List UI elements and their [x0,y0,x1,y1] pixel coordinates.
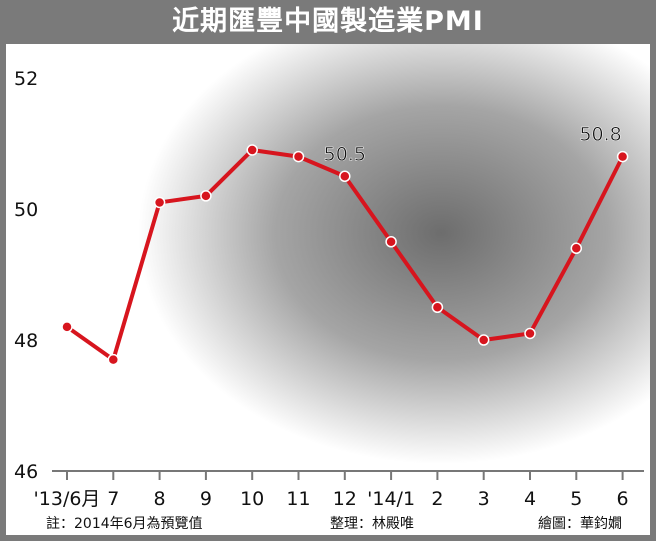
x-tick-label: 3 [478,488,490,510]
y-tick-label: 50 [14,199,38,221]
x-tick-label: 7 [107,488,119,510]
x-tick-label: '14/1 [367,488,415,510]
x-tick-label: 6 [617,488,629,510]
data-point [385,236,397,248]
background-photo [100,44,650,464]
data-point [477,334,490,346]
x-tick-label: '13/6月 [34,488,101,510]
data-point [431,301,444,313]
data-label: 50.8 [579,124,621,146]
data-point [616,150,629,163]
x-tick-label: 11 [286,488,310,510]
footer-drawn-by: 繪圖：華鈞嫺 [538,515,622,532]
x-tick-label: 8 [154,488,166,510]
data-point [246,144,258,156]
x-tick-label: 5 [570,488,582,510]
x-tick-label: 4 [524,488,536,510]
x-tick-label: 10 [240,488,264,510]
data-point [292,150,305,163]
data-point [339,170,351,182]
y-tick-label: 46 [14,461,38,483]
x-tick-label: 12 [333,488,357,510]
footer-compiled-by: 整理：林殿唯 [330,516,414,532]
data-point [153,196,166,209]
data-label: 50.5 [324,143,366,165]
footer-note: 註：2014年6月為預覽值 [46,516,203,532]
chart-title: 近期匯豐中國製造業PMI [172,6,484,37]
x-tick-label: 9 [200,488,212,510]
data-point [61,321,73,333]
y-tick-label: 48 [14,330,38,352]
x-tick-label: 2 [431,488,443,510]
data-point [107,353,120,366]
data-point [524,327,536,340]
y-tick-label: 52 [14,68,38,90]
data-point [570,242,583,255]
data-point [200,190,212,202]
